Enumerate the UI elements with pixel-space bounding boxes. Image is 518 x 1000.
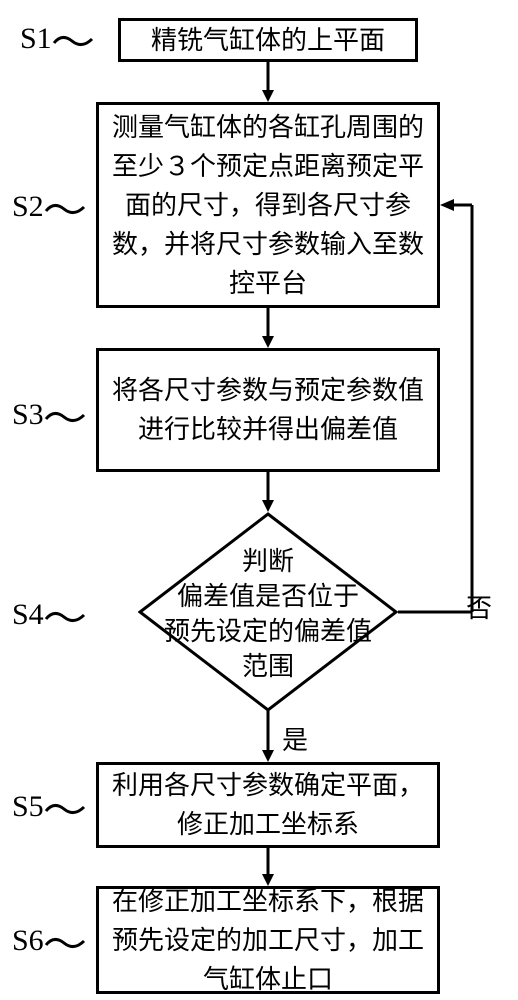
box-s1: 精铣气缸体的上平面 [118, 18, 418, 62]
arrow-s4-s5 [260, 710, 276, 764]
arrow-s2-s3 [260, 308, 276, 350]
tilde-icon [44, 199, 86, 219]
s6-text: S6 [12, 924, 44, 957]
tilde-icon [44, 799, 86, 819]
s4-line3: 预先设定的偏差值 [138, 614, 398, 649]
arrow-no-loop [398, 192, 488, 616]
s4-line1: 判断 [138, 544, 398, 579]
step-label-s2: S2 [12, 190, 86, 224]
tilde-icon [44, 407, 86, 427]
step-label-s1: S1 [20, 22, 94, 56]
s4-text: S4 [12, 598, 44, 631]
s2-content: 测量气缸体的各缸孔周围的至少３个预定点距离预定平面的尺寸，得到各尺寸参数，并将尺… [107, 108, 429, 303]
box-s2: 测量气缸体的各缸孔周围的至少３个预定点距离预定平面的尺寸，得到各尺寸参数，并将尺… [96, 102, 440, 308]
diamond-s4: 判断 偏差值是否位于 预先设定的偏差值 范围 [138, 512, 398, 712]
s3-text: S3 [12, 398, 44, 431]
tilde-icon [44, 607, 86, 627]
step-label-s5: S5 [12, 790, 86, 824]
step-label-s3: S3 [12, 398, 86, 432]
step-label-s6: S6 [12, 924, 86, 958]
s1-content: 精铣气缸体的上平面 [151, 21, 385, 60]
s2-text: S2 [12, 190, 44, 223]
s1-text: S1 [20, 22, 52, 55]
s6-content: 在修正加工坐标系下，根据预先设定的加工尺寸，加工气缸体止口 [107, 882, 429, 999]
tilde-icon [52, 31, 94, 51]
arrow-s1-s2 [260, 62, 276, 104]
arrow-s3-s4 [260, 472, 276, 514]
edge-yes-label: 是 [282, 720, 308, 757]
s4-line4: 范围 [138, 649, 398, 684]
s4-line2: 偏差值是否位于 [138, 579, 398, 614]
box-s6: 在修正加工坐标系下，根据预先设定的加工尺寸，加工气缸体止口 [96, 886, 440, 994]
box-s3: 将各尺寸参数与预定参数值进行比较并得出偏差值 [96, 348, 440, 472]
step-label-s4: S4 [12, 598, 86, 632]
s3-content: 将各尺寸参数与预定参数值进行比较并得出偏差值 [107, 371, 429, 449]
s4-content: 判断 偏差值是否位于 预先设定的偏差值 范围 [138, 544, 398, 684]
tilde-icon [44, 933, 86, 953]
s5-content: 利用各尺寸参数确定平面，修正加工坐标系 [107, 766, 429, 844]
s5-text: S5 [12, 790, 44, 823]
box-s5: 利用各尺寸参数确定平面，修正加工坐标系 [96, 762, 440, 848]
